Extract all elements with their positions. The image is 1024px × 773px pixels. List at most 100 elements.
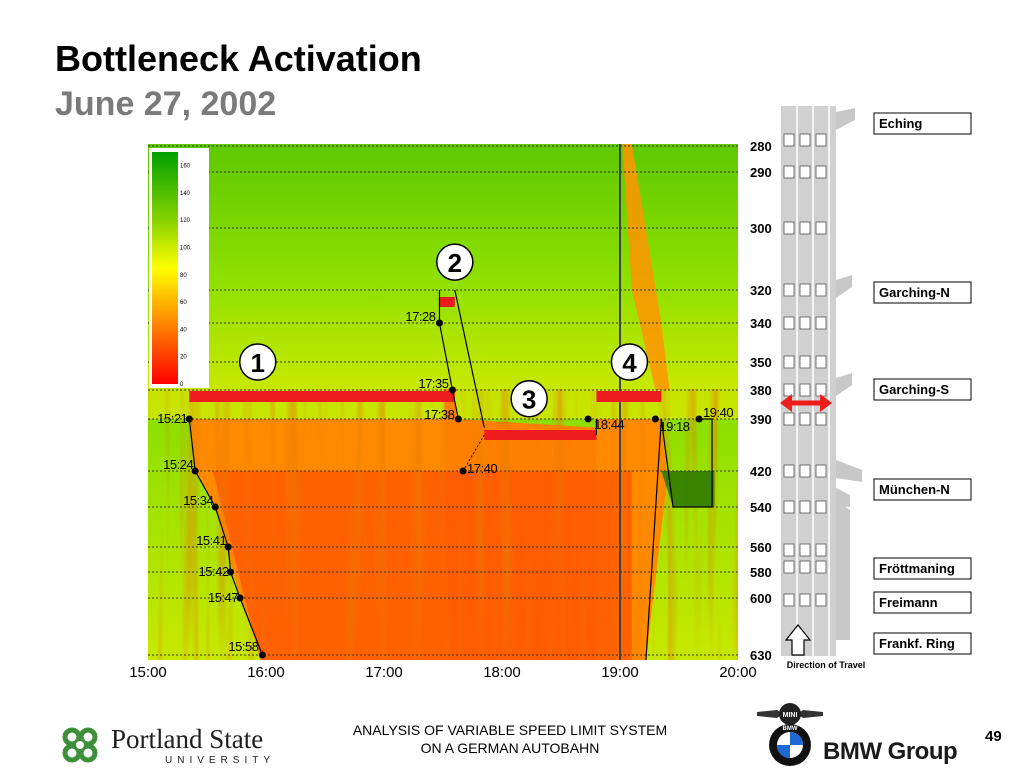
event-point bbox=[227, 568, 235, 576]
y-tick-label: 420 bbox=[750, 464, 772, 479]
active-section-bars bbox=[189, 297, 662, 440]
vsl-sign-icon bbox=[799, 593, 811, 607]
vsl-sign-icon bbox=[799, 221, 811, 235]
vsl-sign-icon bbox=[815, 383, 827, 397]
section-box-frame bbox=[873, 112, 972, 135]
bottleneck-marker-label: 3 bbox=[522, 385, 536, 415]
vsl-sign-icon bbox=[783, 316, 795, 330]
footer-text: ANALYSIS OF VARIABLE SPEED LIMIT SYSTEM … bbox=[300, 721, 720, 757]
section-box-frame bbox=[873, 478, 972, 501]
section-box: München-N bbox=[873, 478, 972, 501]
section-box-frame bbox=[873, 281, 972, 304]
y-tick-label: 290 bbox=[750, 165, 772, 180]
bottleneck-marker: 2 bbox=[436, 243, 474, 281]
event-point bbox=[211, 503, 219, 511]
colorbar-tick-label: 160 bbox=[180, 164, 191, 170]
event-time-label: 17:35 bbox=[418, 376, 448, 391]
event-time-label: 18:44 bbox=[594, 417, 624, 432]
event-point bbox=[448, 386, 456, 394]
vsl-sign-icon bbox=[815, 355, 827, 369]
event-point bbox=[459, 467, 467, 475]
x-tick-label: 15:00 bbox=[129, 664, 167, 681]
colorbar-gradient bbox=[152, 152, 178, 384]
mini-text: MINI bbox=[783, 712, 798, 719]
bottleneck-marker: 4 bbox=[610, 343, 649, 381]
vsl-sign-icon bbox=[783, 165, 795, 179]
event-point bbox=[224, 543, 232, 551]
vsl-sign-icon bbox=[815, 133, 827, 147]
y-tick-label: 340 bbox=[750, 316, 772, 331]
event-point bbox=[236, 594, 244, 602]
vsl-sign-icon bbox=[815, 500, 827, 514]
y-axis: 280 290 300 320 340 350 380 390 420 540 560 580 600 6… bbox=[750, 139, 772, 663]
y-tick-label: 380 bbox=[750, 383, 772, 398]
vsl-sign-icon bbox=[799, 133, 811, 147]
vsl-sign-icon bbox=[815, 283, 827, 297]
section-box: Fröttmaning bbox=[873, 557, 972, 580]
section-name: Freimann bbox=[879, 595, 938, 610]
ramp bbox=[836, 275, 852, 298]
bmw-roundel-icon: BMW bbox=[769, 724, 811, 766]
section-box-frame bbox=[873, 632, 972, 655]
x-tick-label: 18:00 bbox=[483, 664, 521, 681]
bottleneck-3-left-edge bbox=[462, 434, 485, 472]
bmw-logos-icon: MINI BMW bbox=[757, 703, 823, 766]
vsl-sign-icon bbox=[815, 543, 827, 557]
y-tick-label: 580 bbox=[750, 565, 772, 580]
section-name: Garching-N bbox=[879, 285, 950, 300]
event-time-label: 15:24 bbox=[163, 457, 193, 472]
active-section-4 bbox=[596, 391, 662, 402]
ramp bbox=[836, 488, 850, 507]
vsl-sign-icon bbox=[799, 283, 811, 297]
event-time-label: 15:58 bbox=[228, 639, 258, 654]
bottleneck-2-right-edge bbox=[454, 289, 485, 428]
roadway-diagram: Direction of Travel Eching Garching-N Garch… bbox=[780, 106, 972, 670]
bottleneck-marker-circle bbox=[238, 343, 277, 381]
arrow-left-icon bbox=[780, 394, 792, 412]
section-box: Frankf. Ring bbox=[873, 632, 972, 655]
colorbar-tick-label: 100 bbox=[180, 246, 191, 252]
section-name: München-N bbox=[879, 482, 950, 497]
vsl-sign-icon bbox=[815, 560, 827, 574]
section-name: Fröttmaning bbox=[879, 561, 955, 576]
bottleneck-markers: 1 2 3 4 bbox=[238, 243, 649, 418]
bottleneck-marker-label: 1 bbox=[251, 348, 265, 378]
section-name: Eching bbox=[879, 116, 922, 131]
vsl-sign-icon bbox=[815, 412, 827, 426]
vsl-sign-icon bbox=[799, 500, 811, 514]
psu-name: Portland State bbox=[111, 724, 264, 754]
active-section-1 bbox=[189, 391, 455, 402]
vsl-sign-icon bbox=[783, 560, 795, 574]
vsl-sign-icon bbox=[815, 316, 827, 330]
section-box-frame bbox=[873, 378, 972, 401]
vsl-sign-icon bbox=[799, 165, 811, 179]
speed-heatmap bbox=[148, 144, 738, 660]
speed-colorbar: 160 140 120 100 80 60 40 20 0 bbox=[149, 148, 209, 388]
colorbar-tick-label: 40 bbox=[180, 327, 187, 333]
bottleneck-2-left-edge bbox=[438, 290, 459, 420]
bottleneck-marker-circle bbox=[436, 243, 474, 281]
event-time-label: 17:38 bbox=[424, 407, 454, 422]
bmw-group-name: BMW Group bbox=[823, 738, 958, 765]
bottleneck-marker-circle bbox=[510, 379, 548, 418]
ramp bbox=[836, 460, 862, 482]
event-time-label: 19:18 bbox=[659, 419, 689, 434]
x-tick-label: 19:00 bbox=[601, 664, 639, 681]
direction-arrow-icon bbox=[784, 624, 812, 656]
event-points: 15:21 15:24 15:34 15:41 15:42 15:47 15:58 17:28… bbox=[157, 309, 734, 659]
section-box-frame bbox=[873, 557, 972, 580]
footer-line-2: ON A GERMAN AUTOBAHN bbox=[420, 740, 600, 756]
event-point bbox=[435, 319, 443, 327]
mini-logo-icon: MINI bbox=[757, 703, 823, 725]
x-axis: 15:00 16:00 17:00 18:00 19:00 20:00 bbox=[129, 664, 757, 681]
psu-sub: UNIVERSITY bbox=[165, 755, 276, 766]
bottleneck-marker: 3 bbox=[510, 379, 548, 418]
dark-streak-region bbox=[661, 471, 715, 507]
vsl-sign-icon bbox=[783, 593, 795, 607]
vsl-sign-icon bbox=[783, 412, 795, 426]
y-tick-label: 320 bbox=[750, 283, 772, 298]
event-point bbox=[695, 415, 703, 423]
x-tick-label: 20:00 bbox=[719, 664, 757, 681]
y-tick-label: 300 bbox=[750, 221, 772, 236]
